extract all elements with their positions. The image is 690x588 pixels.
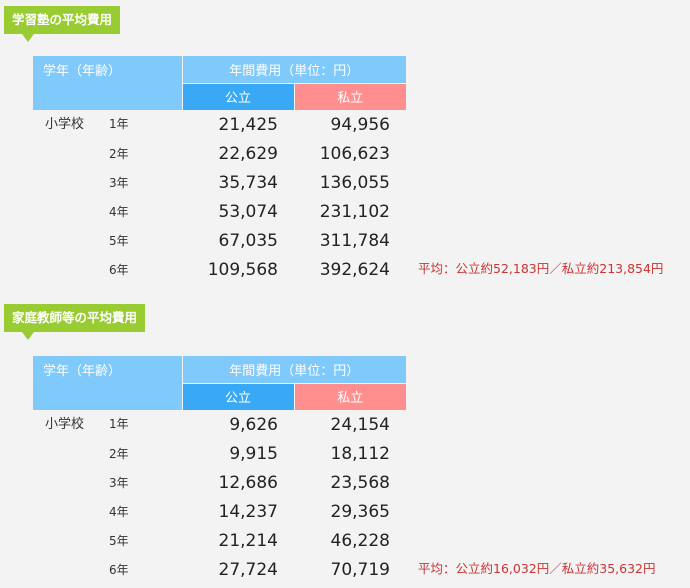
public-cost-cell: 9,915 (229, 443, 278, 464)
table-row: 5年 67,035 311,784 (33, 226, 663, 255)
private-cost-cell: 231,102 (319, 201, 390, 222)
table-row: 3年 35,734 136,055 (33, 168, 663, 197)
public-cost-cell: 27,724 (218, 559, 278, 580)
private-cost-cell: 392,624 (319, 259, 390, 280)
grade-label: 1年 (109, 417, 129, 431)
table-row: 2年 22,629 106,623 (33, 139, 663, 168)
private-cost-cell: 46,228 (330, 530, 390, 551)
table-row: 3年 12,686 23,568 (33, 468, 655, 497)
grade-label: 3年 (109, 476, 129, 490)
grade-column-header: 学年（年齢） (33, 56, 182, 110)
grade-label: 6年 (109, 263, 129, 277)
grade-label: 4年 (109, 505, 129, 519)
grade-label: 4年 (109, 205, 129, 219)
public-cost-cell: 14,237 (218, 501, 278, 522)
private-cost-cell: 136,055 (319, 172, 390, 193)
public-cost-cell: 12,686 (218, 472, 278, 493)
school-level-label: 小学校 (45, 417, 85, 432)
table-row: 4年 53,074 231,102 (33, 197, 663, 226)
private-cost-cell: 24,154 (330, 414, 390, 435)
public-cost-cell: 67,035 (218, 230, 278, 251)
annual-cost-header: 年間費用（単位：円） (181, 356, 406, 383)
private-cost-cell: 106,623 (319, 143, 390, 164)
table-row: 小学校 1年 9,626 24,154 (33, 410, 655, 439)
private-column-header: 私立 (293, 82, 406, 110)
juku-fee-table: 学年（年齢） 年間費用（単位：円） 公立 私立 小学校 1年 21,425 94… (33, 56, 663, 284)
annual-cost-header: 年間費用（単位：円） (181, 56, 406, 83)
school-level-label: 小学校 (45, 117, 85, 132)
public-column-header: 公立 (181, 382, 294, 410)
table-row: 6年 109,568 392,624 平均：公立約52,183円／私立約213,… (33, 255, 663, 284)
public-cost-cell: 109,568 (207, 259, 278, 280)
grade-label: 2年 (109, 147, 129, 161)
private-cost-cell: 70,719 (330, 559, 390, 580)
public-cost-cell: 9,626 (229, 414, 278, 435)
public-column-header: 公立 (181, 82, 294, 110)
public-cost-cell: 35,734 (218, 172, 278, 193)
private-cost-cell: 23,568 (330, 472, 390, 493)
private-cost-cell: 311,784 (319, 230, 390, 251)
private-cost-cell: 29,365 (330, 501, 390, 522)
average-note: 平均：公立約52,183円／私立約213,854円 (418, 261, 664, 276)
table-row: 6年 27,724 70,719 平均：公立約16,032円／私立約35,632… (33, 555, 655, 584)
grade-column-header: 学年（年齢） (33, 356, 182, 410)
table-row: 5年 21,214 46,228 (33, 526, 655, 555)
public-cost-cell: 21,214 (218, 530, 278, 551)
juku-title-pointer (22, 34, 34, 42)
tutor-title-pointer (22, 332, 34, 340)
private-column-header: 私立 (293, 382, 406, 410)
table-row: 小学校 1年 21,425 94,956 (33, 110, 663, 139)
public-cost-cell: 53,074 (218, 201, 278, 222)
tutor-section-title: 家庭教師等の平均費用 (4, 304, 146, 332)
juku-section-title: 学習塾の平均費用 (4, 6, 121, 34)
private-cost-cell: 18,112 (330, 443, 390, 464)
tutor-fee-table: 学年（年齢） 年間費用（単位：円） 公立 私立 小学校 1年 9,626 24,… (33, 356, 655, 584)
table-row: 2年 9,915 18,112 (33, 439, 655, 468)
grade-label: 5年 (109, 534, 129, 548)
public-cost-cell: 22,629 (218, 143, 278, 164)
private-cost-cell: 94,956 (330, 114, 390, 135)
public-cost-cell: 21,425 (218, 114, 278, 135)
grade-label: 6年 (109, 563, 129, 577)
grade-label: 5年 (109, 234, 129, 248)
table-row: 4年 14,237 29,365 (33, 497, 655, 526)
grade-label: 3年 (109, 176, 129, 190)
grade-label: 1年 (109, 117, 129, 131)
grade-label: 2年 (109, 447, 129, 461)
average-note: 平均：公立約16,032円／私立約35,632円 (418, 561, 656, 576)
